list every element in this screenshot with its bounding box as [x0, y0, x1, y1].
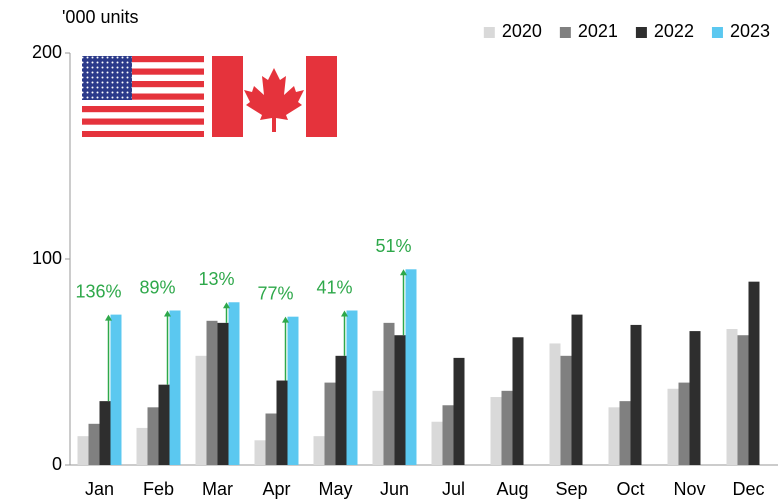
bar [287, 316, 299, 465]
legend-label: 2021 [578, 21, 618, 41]
growth-label: 136% [75, 281, 121, 301]
bar [689, 331, 701, 465]
y-tick-label: 100 [32, 248, 62, 268]
bar [549, 343, 561, 465]
bar [442, 405, 454, 465]
bar [158, 384, 170, 465]
arrow-head [164, 310, 171, 317]
bar [99, 401, 111, 465]
legend-label: 2022 [654, 21, 694, 41]
bar [737, 335, 749, 465]
bar [217, 322, 229, 465]
bar [748, 281, 760, 465]
x-tick-label: Jul [442, 479, 465, 499]
x-tick-label: Jan [85, 479, 114, 499]
bar [490, 397, 502, 465]
growth-label: 51% [375, 236, 411, 256]
x-tick-label: Jun [380, 479, 409, 499]
legend-swatch [711, 27, 723, 38]
legend-swatch [483, 27, 495, 38]
bar [346, 310, 358, 465]
bar [630, 324, 642, 465]
legend-label: 2023 [730, 21, 770, 41]
x-tick-label: Oct [616, 479, 644, 499]
bar [324, 382, 336, 465]
bar [335, 355, 347, 465]
bar [571, 314, 583, 465]
x-tick-label: May [318, 479, 352, 499]
bar [77, 436, 89, 465]
x-tick-label: Aug [496, 479, 528, 499]
legend-swatch [559, 27, 571, 38]
bar [265, 413, 277, 465]
x-tick-label: Apr [262, 479, 290, 499]
bar [619, 401, 631, 465]
bar [405, 269, 417, 465]
bar [254, 440, 266, 465]
bar [608, 407, 620, 465]
bar [313, 436, 325, 465]
x-tick-label: Nov [673, 479, 705, 499]
growth-label: 89% [139, 277, 175, 297]
y-tick-label: 0 [52, 454, 62, 474]
arrow-head [105, 314, 112, 321]
growth-label: 41% [316, 277, 352, 297]
x-tick-label: Mar [202, 479, 233, 499]
bar [169, 310, 181, 465]
bar [678, 382, 690, 465]
bar [206, 320, 218, 465]
bar [431, 421, 443, 465]
bar [195, 355, 207, 465]
bar [560, 355, 572, 465]
bar [276, 380, 288, 465]
bar [88, 423, 100, 465]
arrow-head [341, 310, 348, 317]
bar [453, 357, 465, 465]
bar [110, 314, 122, 465]
us-flag [82, 56, 204, 137]
bar [512, 337, 524, 465]
bar [228, 302, 240, 465]
arrow-head [282, 316, 289, 323]
bar [726, 329, 738, 465]
legend-swatch [635, 27, 647, 38]
bar [372, 390, 384, 465]
legend-label: 2020 [502, 21, 542, 41]
arrow-head [400, 269, 407, 276]
arrow-head [223, 302, 230, 309]
bar [667, 388, 679, 465]
growth-label: 13% [198, 269, 234, 289]
y-unit-label: '000 units [62, 7, 139, 27]
bar [147, 407, 159, 465]
growth-label: 77% [257, 283, 293, 303]
canada-flag [212, 56, 337, 137]
x-tick-label: Dec [732, 479, 764, 499]
bar [383, 322, 395, 465]
bar [136, 427, 148, 465]
y-tick-label: 200 [32, 42, 62, 62]
bar [394, 335, 406, 465]
x-tick-label: Feb [143, 479, 174, 499]
bar [501, 390, 513, 465]
x-tick-label: Sep [555, 479, 587, 499]
